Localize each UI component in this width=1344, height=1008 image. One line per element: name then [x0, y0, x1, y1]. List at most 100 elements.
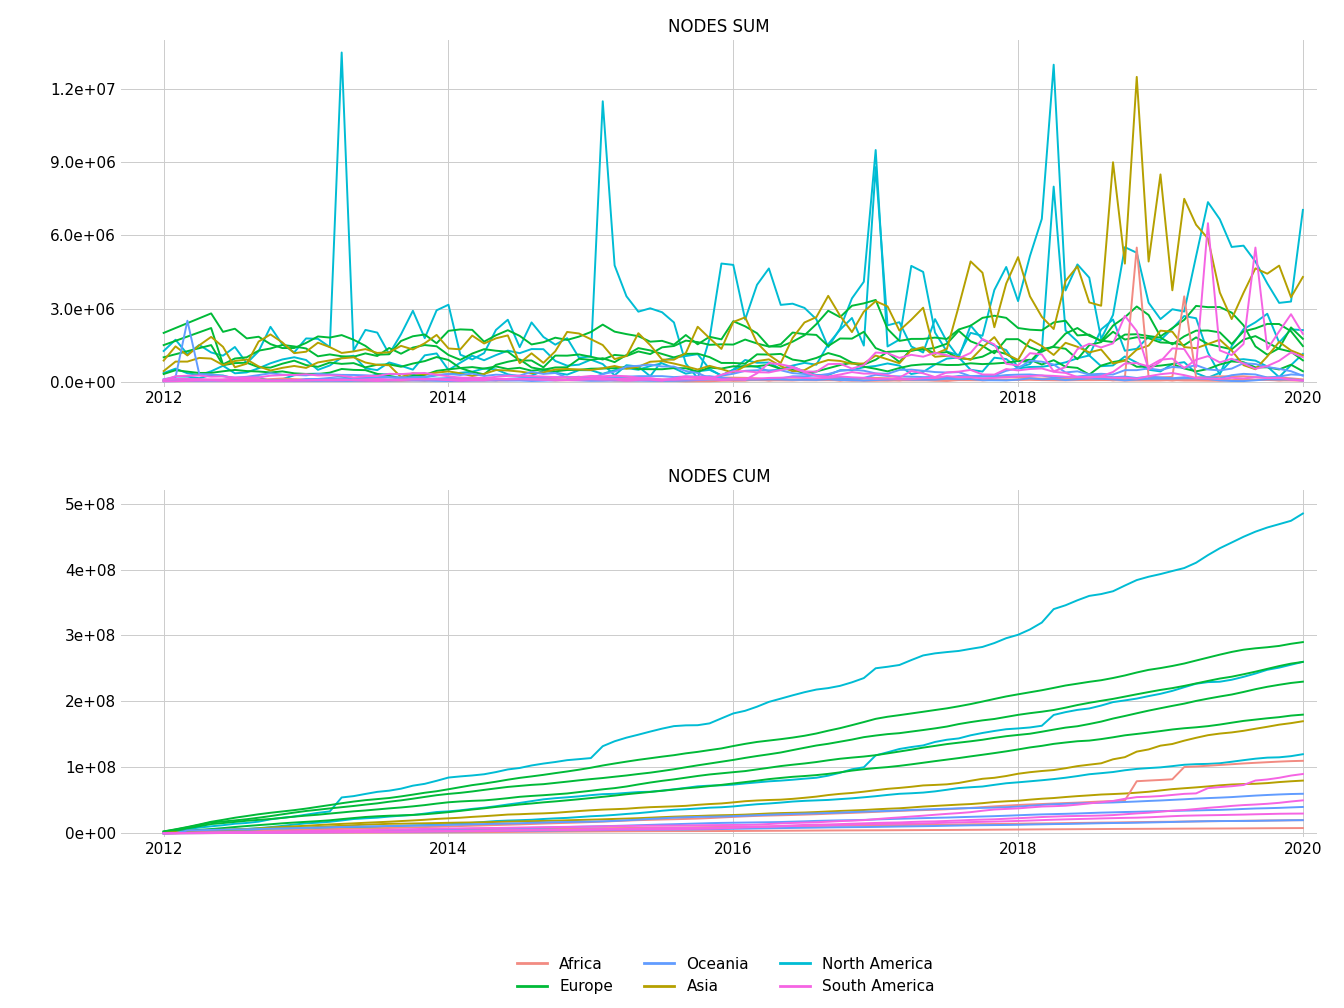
North America [689, 372, 706, 384]
Asia [464, 330, 480, 342]
Asia [156, 827, 172, 839]
North America [749, 279, 765, 291]
North America [453, 770, 469, 782]
North America [239, 357, 255, 369]
Europe [191, 818, 207, 831]
Asia [191, 340, 207, 352]
South America [1294, 768, 1310, 780]
Line: South America: South America [164, 223, 1302, 380]
Line: Oceania: Oceania [164, 793, 1302, 834]
Asia [1294, 271, 1310, 283]
Asia [1046, 323, 1062, 335]
Europe [726, 316, 742, 328]
Asia [250, 336, 266, 348]
Africa [191, 374, 207, 386]
Oceania [156, 828, 172, 840]
North America [333, 46, 349, 58]
Asia [726, 796, 742, 808]
Oceania [1294, 787, 1310, 799]
Oceania [179, 314, 195, 327]
Line: Asia: Asia [164, 77, 1302, 367]
South America [1034, 349, 1050, 361]
South America [191, 827, 207, 839]
Asia [1034, 765, 1050, 777]
North America [1294, 204, 1310, 216]
Africa [808, 373, 824, 385]
North America [832, 323, 848, 335]
South America [1034, 800, 1050, 812]
Europe [808, 728, 824, 740]
South America [726, 818, 742, 831]
Line: South America: South America [164, 774, 1302, 834]
Africa [239, 374, 255, 386]
Oceania [239, 824, 255, 836]
Oceania [250, 369, 266, 381]
Asia [227, 361, 243, 373]
North America [156, 826, 172, 838]
Asia [453, 811, 469, 824]
South America [808, 366, 824, 378]
Europe [726, 740, 742, 752]
Oceania [1294, 370, 1310, 382]
Oceania [453, 818, 469, 831]
Africa [453, 373, 469, 385]
Oceania [191, 825, 207, 837]
Line: Europe: Europe [164, 642, 1302, 832]
North America [1058, 284, 1074, 296]
Asia [156, 355, 172, 367]
Africa [1034, 373, 1050, 385]
South America [156, 374, 172, 386]
Asia [1294, 716, 1310, 728]
Legend: Africa, Europe, Oceania, Asia, North America, South America: Africa, Europe, Oceania, Asia, North Ame… [511, 951, 941, 1000]
Oceania [1034, 799, 1050, 811]
Oceania [464, 368, 480, 380]
Oceania [203, 368, 219, 380]
Africa [1129, 242, 1145, 254]
North America [808, 683, 824, 696]
Europe [1034, 684, 1050, 697]
Europe [1294, 333, 1310, 345]
South America [1200, 217, 1216, 229]
Africa [453, 820, 469, 832]
South America [726, 373, 742, 385]
Africa [156, 828, 172, 840]
Europe [191, 312, 207, 325]
Oceania [156, 373, 172, 385]
Line: Asia: Asia [164, 722, 1302, 833]
Africa [1294, 373, 1310, 385]
Africa [1034, 798, 1050, 810]
Europe [239, 333, 255, 345]
Africa [808, 808, 824, 821]
Line: North America: North America [164, 52, 1302, 378]
North America [239, 816, 255, 829]
Asia [239, 824, 255, 836]
Line: Africa: Africa [164, 761, 1302, 834]
Oceania [1046, 359, 1062, 371]
South America [191, 370, 207, 382]
Africa [156, 375, 172, 387]
South America [1294, 328, 1310, 340]
Europe [1046, 317, 1062, 329]
North America [464, 354, 480, 366]
Europe [156, 826, 172, 838]
South America [239, 371, 255, 383]
Africa [1294, 755, 1310, 767]
South America [453, 372, 469, 384]
Line: Africa: Africa [164, 248, 1302, 381]
South America [808, 816, 824, 829]
North America [1034, 617, 1050, 629]
Line: Oceania: Oceania [164, 321, 1302, 379]
South America [239, 826, 255, 838]
Europe [868, 294, 884, 306]
Asia [191, 826, 207, 838]
Asia [737, 311, 753, 324]
Asia [820, 289, 836, 301]
Asia [1129, 71, 1145, 83]
North America [726, 708, 742, 720]
Title: NODES SUM: NODES SUM [668, 18, 770, 36]
South America [156, 828, 172, 840]
North America [191, 339, 207, 351]
Oceania [737, 365, 753, 377]
North America [156, 345, 172, 357]
North America [191, 822, 207, 834]
